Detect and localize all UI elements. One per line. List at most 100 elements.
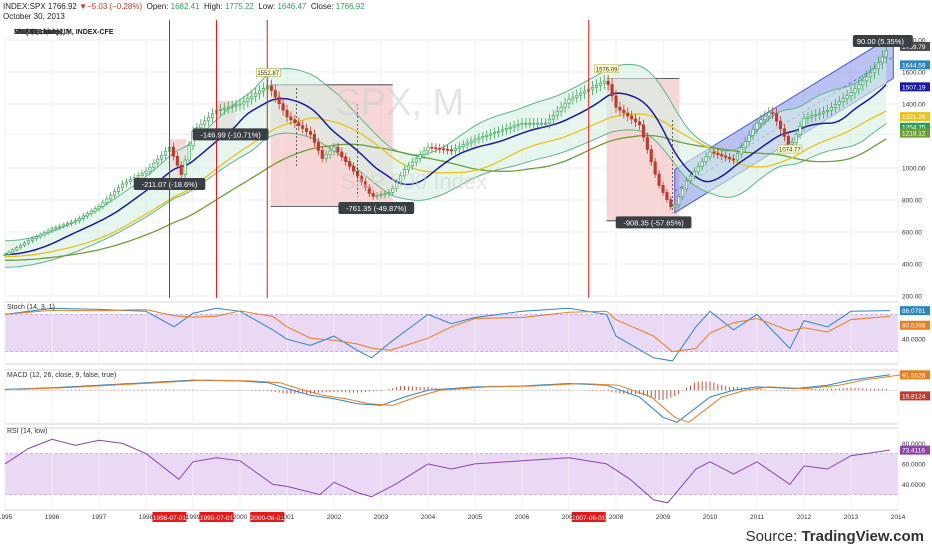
- date-marker-tag: [199, 512, 234, 522]
- time-axis-year: 1998: [139, 514, 154, 521]
- candle-body: [767, 112, 771, 117]
- candle-body: [614, 95, 618, 108]
- data-series: [3, 44, 902, 504]
- candle-body: [524, 122, 528, 125]
- price-label-tag: [900, 122, 930, 132]
- stoch-value-text: 86.0781: [902, 308, 926, 315]
- candle-body: [594, 84, 598, 88]
- candle-body: [645, 136, 649, 150]
- time-axis-year: 2007: [562, 514, 577, 521]
- candle-body: [46, 230, 50, 234]
- indicator-ema[interactable]: EMA (8, close): [14, 29, 60, 36]
- candle-body: [657, 173, 661, 186]
- indicator-bb[interactable]: BB (20, close, 2): [14, 29, 66, 36]
- candle-body: [504, 128, 508, 131]
- candle-body: [30, 238, 34, 242]
- indicator-ma20[interactable]: MA (20, close): [14, 29, 59, 36]
- rsi-band: [4, 453, 899, 496]
- candle-body: [579, 92, 583, 96]
- indicator-ma50[interactable]: MA (50, close): [14, 29, 59, 36]
- candle-body: [500, 129, 504, 132]
- time-axis-year: 2006: [515, 514, 530, 521]
- candle-body: [406, 165, 410, 170]
- candle-body: [38, 234, 42, 238]
- candle-body: [853, 88, 857, 94]
- candle-body: [183, 159, 187, 175]
- open-label: Open:: [146, 2, 169, 11]
- indicator-ma100[interactable]: MA (100, close): [14, 29, 63, 36]
- candle-body: [798, 126, 802, 135]
- candle-body: [414, 158, 418, 163]
- stoch-value-tag: [900, 320, 930, 330]
- price-label-tag: [900, 128, 930, 138]
- candle-body: [465, 142, 469, 146]
- stoch-value-text: 80.5396: [902, 323, 926, 330]
- candle-body: [453, 148, 457, 151]
- candle-body: [105, 198, 109, 204]
- price-marks: 1998-07-01 1999-07-01 2000-08-01 2007-06-01: [152, 20, 606, 522]
- top-measure-label-text: 90.00 (5.35%): [857, 37, 905, 46]
- candle-body: [712, 151, 716, 154]
- candle-body: [563, 102, 567, 108]
- candle-body: [641, 124, 645, 138]
- candle-body: [778, 120, 783, 130]
- candle-body: [375, 195, 379, 197]
- candle-body: [312, 134, 316, 143]
- candle-body: [254, 93, 258, 97]
- time-axis-year: 1999: [186, 514, 201, 521]
- date-marker-label: 2000-08-01: [251, 515, 285, 522]
- candle-body: [555, 110, 559, 116]
- time-axis-year: 2008: [609, 514, 624, 521]
- candle-body: [258, 90, 262, 94]
- rsi-axis-tick: 60.0000: [902, 461, 926, 468]
- pivot-label-text: 1074.77: [779, 148, 801, 154]
- watermark-symbol: SPX, M: [335, 82, 464, 124]
- candle-body: [751, 128, 755, 136]
- rsi-line: [4, 438, 891, 504]
- indicator-pivots[interactable]: Pivots HL (10, 10): [14, 29, 70, 36]
- stoch-title[interactable]: Stoch (14, 3, 1): [7, 304, 55, 311]
- candle-body: [89, 210, 93, 214]
- candle-body: [144, 170, 148, 174]
- price-change: −5.03 (−0.28%): [87, 2, 143, 11]
- price-axis-tick: 1600.00: [902, 70, 926, 77]
- low-label: Low:: [258, 2, 276, 11]
- candle-body: [430, 146, 434, 149]
- candle-body: [140, 172, 144, 176]
- candle-body: [410, 161, 414, 167]
- candle-body: [653, 161, 657, 175]
- candle-body: [379, 194, 383, 196]
- source-credit[interactable]: Source: TradingView.com: [746, 528, 924, 545]
- candle-body: [512, 125, 516, 128]
- candle-body: [688, 175, 692, 182]
- candle-body: [120, 183, 125, 189]
- bollinger-upper: [4, 56, 887, 242]
- candle-body: [590, 86, 595, 90]
- candle-body: [543, 122, 548, 125]
- candle-body: [567, 98, 571, 104]
- candle-body: [876, 62, 880, 70]
- top-measure-label-bg: [852, 35, 913, 47]
- low-value: 1646.47: [277, 2, 307, 11]
- candle-body: [344, 156, 348, 162]
- candle-body: [477, 137, 481, 140]
- price-label-text: 1321.26: [902, 114, 926, 121]
- candle-body: [469, 140, 473, 144]
- candle-body: [724, 155, 728, 158]
- candle-body: [152, 162, 156, 168]
- time-axis-year: 2010: [703, 514, 718, 521]
- candle-body: [771, 112, 775, 114]
- candle-body: [583, 90, 587, 94]
- measure-label-bg: [133, 178, 206, 190]
- macd-title[interactable]: MACD (12, 26, close, 9, false, true): [7, 372, 117, 379]
- symbol-name: INDEX:SPX: [3, 2, 46, 11]
- candle-body: [884, 50, 888, 58]
- indicator-ma200[interactable]: MA (200, close): [14, 29, 63, 36]
- candle-body: [293, 119, 297, 124]
- candle-body: [665, 192, 669, 200]
- candle-body: [747, 135, 751, 142]
- price-label-tag: [900, 112, 930, 122]
- candle-body: [681, 188, 685, 198]
- rsi-title[interactable]: RSI (14, low): [7, 428, 48, 435]
